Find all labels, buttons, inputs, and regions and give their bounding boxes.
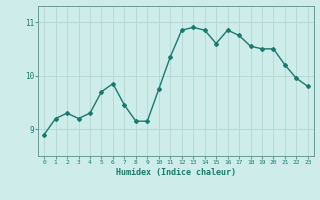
- X-axis label: Humidex (Indice chaleur): Humidex (Indice chaleur): [116, 168, 236, 177]
